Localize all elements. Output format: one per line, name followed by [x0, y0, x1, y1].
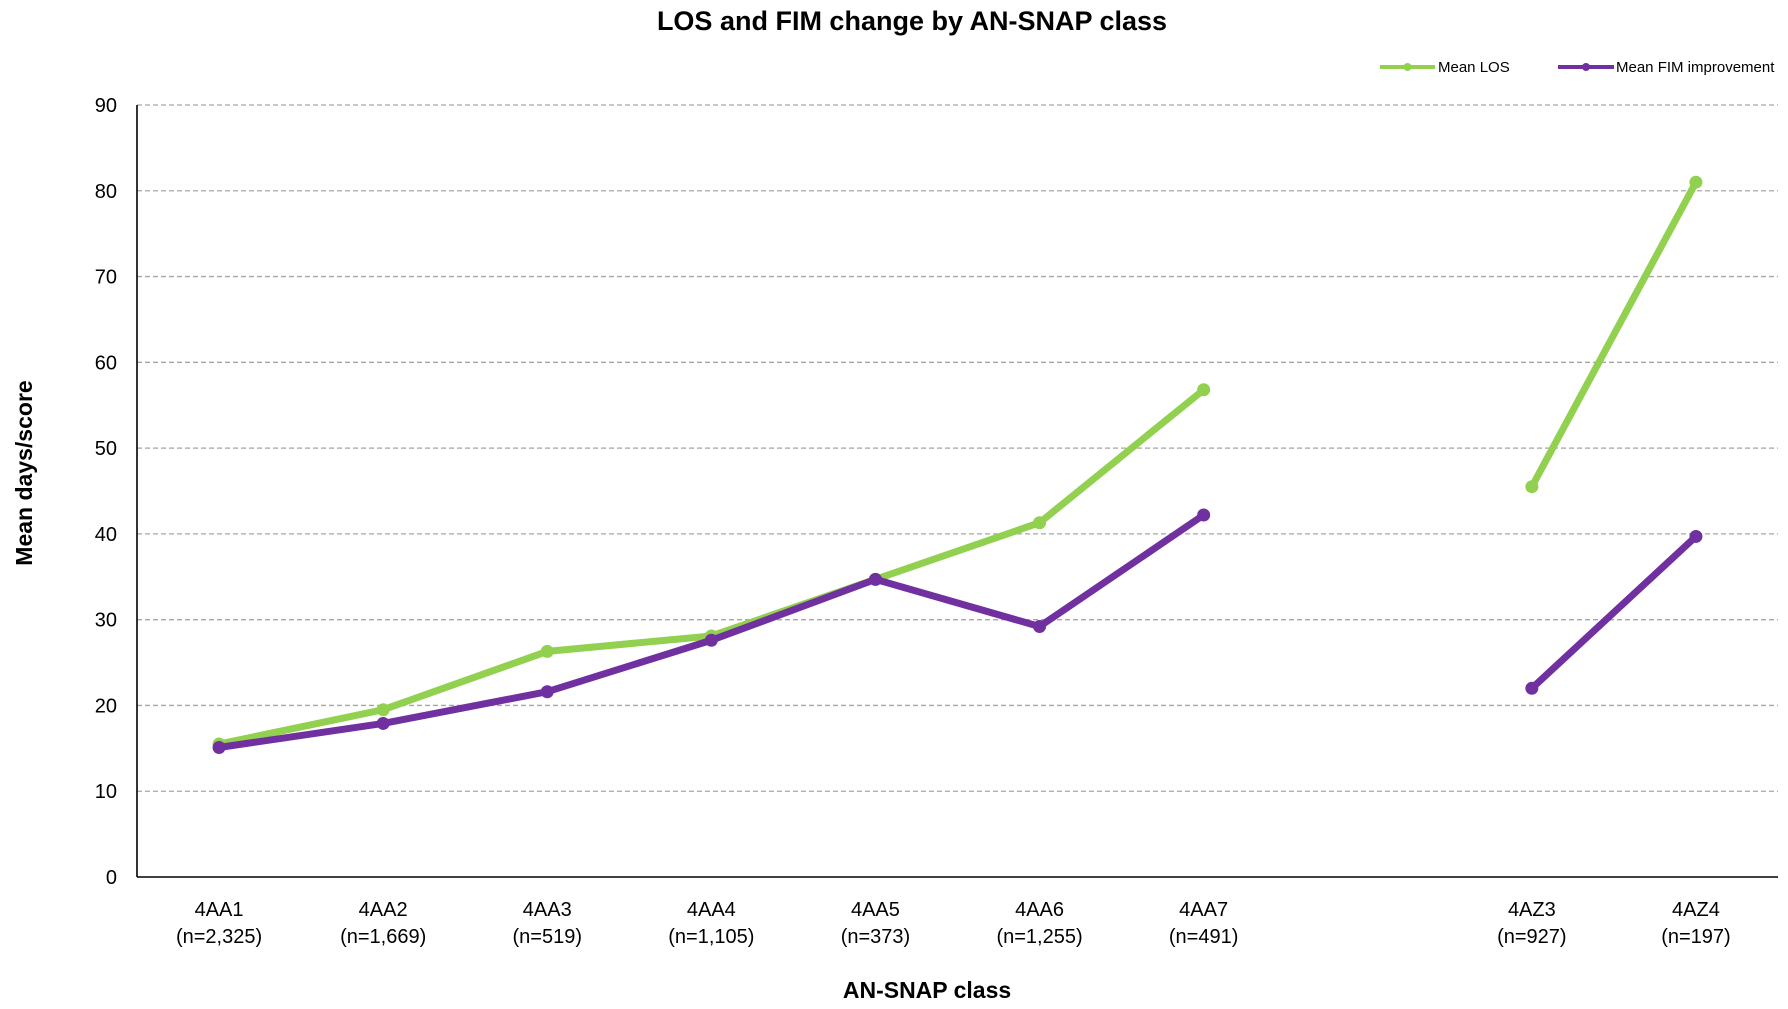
data-point: [1033, 620, 1047, 634]
x-tick-sample-size: (n=2,325): [176, 926, 262, 948]
data-point: [1033, 516, 1047, 530]
chart-title: LOS and FIM change by AN-SNAP class: [657, 6, 1167, 36]
legend-label: Mean LOS: [1438, 59, 1510, 76]
x-tick-sample-size: (n=373): [841, 926, 911, 948]
x-tick-label: 4AA3: [523, 899, 572, 921]
data-point: [1525, 681, 1539, 695]
y-tick-label: 20: [95, 695, 117, 717]
x-tick-sample-size: (n=197): [1661, 926, 1731, 948]
x-tick-label: 4AZ3: [1508, 899, 1556, 921]
y-tick-label: 0: [106, 867, 117, 889]
y-tick-label: 80: [95, 181, 117, 203]
x-tick-sample-size: (n=519): [513, 926, 583, 948]
data-point: [540, 644, 554, 658]
legend-item: Mean FIM improvement: [1558, 59, 1775, 76]
y-tick-label: 50: [95, 438, 117, 460]
x-tick-label: 4AZ4: [1672, 899, 1720, 921]
y-tick-label: 30: [95, 610, 117, 632]
series-line: [1528, 532, 1700, 692]
series-lines: [212, 175, 1703, 754]
data-point: [1197, 508, 1211, 522]
x-tick-label: 4AA7: [1179, 899, 1228, 921]
x-tick-sample-size: (n=1,669): [340, 926, 426, 948]
y-tick-label: 70: [95, 267, 117, 289]
legend-label: Mean FIM improvement: [1616, 59, 1775, 76]
data-point: [1197, 383, 1211, 397]
axes: [136, 105, 1778, 878]
data-point: [704, 633, 718, 647]
data-point: [540, 685, 554, 699]
x-tick-sample-size: (n=1,105): [668, 926, 754, 948]
x-tick-label: 4AA1: [195, 899, 244, 921]
y-axis-title: Mean days/score: [11, 380, 37, 565]
gridlines: [137, 104, 1778, 792]
legend-swatch-marker: [1403, 63, 1412, 71]
x-tick-label: 4AA2: [359, 899, 408, 921]
data-point: [1525, 480, 1539, 494]
y-tick-label: 10: [95, 781, 117, 803]
data-point: [1689, 529, 1703, 543]
x-tick-label: 4AA5: [851, 899, 900, 921]
legend: Mean LOS Mean FIM improvement: [1380, 59, 1775, 76]
x-tick-label: 4AA4: [687, 899, 736, 921]
y-tick-label: 40: [95, 524, 117, 546]
series-line: [215, 386, 1208, 748]
data-point: [868, 572, 882, 586]
data-point: [212, 740, 226, 754]
series-line: [1528, 178, 1700, 491]
y-axis-ticks: 0 10 20 30 40 50 60 70 80 90: [95, 95, 117, 889]
y-tick-label: 60: [95, 352, 117, 374]
legend-item: Mean LOS: [1380, 59, 1510, 76]
series-mean-fim-improvement: [212, 508, 1703, 754]
data-point: [376, 703, 390, 717]
x-tick-sample-size: (n=1,255): [996, 926, 1082, 948]
legend-swatch-marker: [1582, 63, 1590, 71]
data-point: [1689, 175, 1703, 189]
x-tick-sample-size: (n=927): [1497, 926, 1567, 948]
x-axis-ticks: 4AA1 (n=2,325) 4AA2 (n=1,669) 4AA3 (n=519) 4AA…: [176, 899, 1731, 948]
y-tick-label: 90: [95, 95, 117, 117]
series-mean-los: [212, 175, 1703, 751]
x-tick-label: 4AA6: [1015, 899, 1064, 921]
data-point: [376, 716, 390, 730]
x-axis-title: AN-SNAP class: [843, 977, 1011, 1003]
x-tick-sample-size: (n=491): [1169, 926, 1239, 948]
